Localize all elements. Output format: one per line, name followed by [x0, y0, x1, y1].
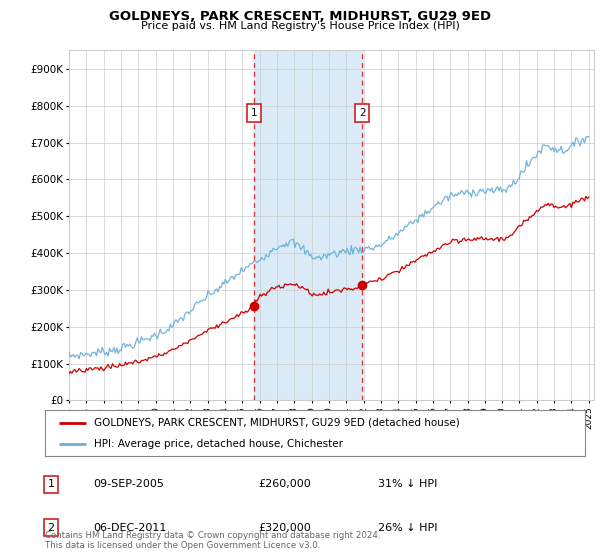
Text: 1: 1 [251, 108, 258, 118]
Text: 09-SEP-2005: 09-SEP-2005 [93, 479, 164, 489]
Text: £320,000: £320,000 [258, 522, 311, 533]
Text: Contains HM Land Registry data © Crown copyright and database right 2024.
This d: Contains HM Land Registry data © Crown c… [45, 530, 380, 550]
Text: 2: 2 [359, 108, 365, 118]
Text: £260,000: £260,000 [258, 479, 311, 489]
Text: 31% ↓ HPI: 31% ↓ HPI [378, 479, 437, 489]
Text: 26% ↓ HPI: 26% ↓ HPI [378, 522, 437, 533]
Text: 06-DEC-2011: 06-DEC-2011 [93, 522, 166, 533]
Bar [254, 50, 362, 400]
Text: GOLDNEYS, PARK CRESCENT, MIDHURST, GU29 9ED: GOLDNEYS, PARK CRESCENT, MIDHURST, GU29 … [109, 10, 491, 23]
Text: 1: 1 [47, 479, 55, 489]
Text: 2: 2 [47, 522, 55, 533]
Text: HPI: Average price, detached house, Chichester: HPI: Average price, detached house, Chic… [94, 439, 343, 449]
Text: GOLDNEYS, PARK CRESCENT, MIDHURST, GU29 9ED (detached house): GOLDNEYS, PARK CRESCENT, MIDHURST, GU29 … [94, 418, 460, 428]
Text: Price paid vs. HM Land Registry's House Price Index (HPI): Price paid vs. HM Land Registry's House … [140, 21, 460, 31]
